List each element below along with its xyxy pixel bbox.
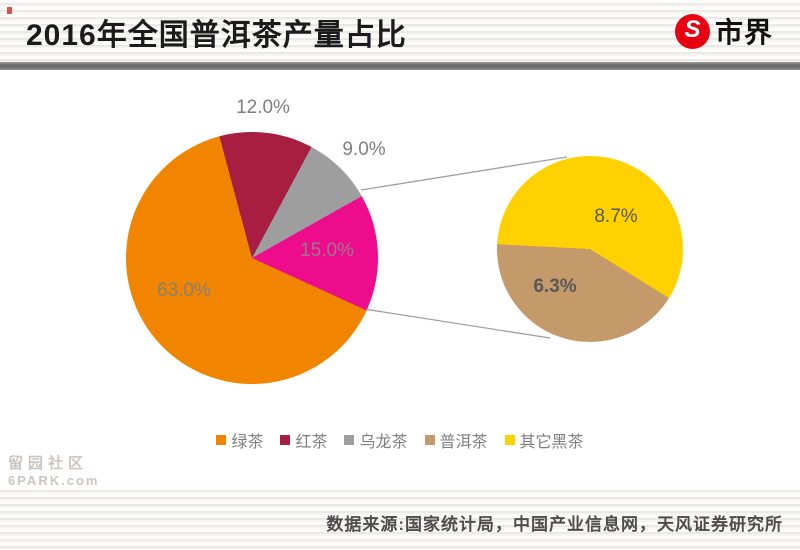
header-band	[0, 0, 800, 62]
chart-legend: 绿茶 红茶 乌龙茶 普洱茶 其它黑茶	[0, 428, 800, 452]
legend-label-lvcha: 绿茶	[231, 434, 264, 451]
legend-label-qita-heicha: 其它黑茶	[519, 434, 584, 451]
brand-logo-glyph: S	[684, 16, 701, 43]
watermark-line2: 6PARK.com	[8, 473, 100, 488]
legend-swatch-wulongcha	[344, 435, 355, 445]
label-qita-heicha: 8.7%	[594, 206, 638, 227]
legend-swatch-puercha	[424, 435, 435, 445]
label-wulongcha: 9.0%	[342, 139, 386, 160]
legend-item-puercha: 普洱茶	[424, 428, 488, 452]
label-puercha: 6.3%	[533, 276, 577, 297]
page-title: 2016年全国普洱茶产量占比	[26, 19, 407, 52]
data-source-note: 数据来源:国家统计局，中国产业信息网，天风证券研究所	[326, 515, 783, 534]
legend-item-hongcha: 红茶	[280, 428, 327, 452]
legend-swatch-qita-heicha	[504, 435, 515, 445]
breakout-pie	[497, 156, 683, 342]
main-pie	[126, 132, 378, 384]
watermark-line1: 留园社区	[8, 455, 89, 472]
label-hongcha: 12.0%	[236, 97, 290, 118]
brand-logo-text: 市界	[715, 17, 774, 48]
footer-band	[0, 487, 800, 550]
brand-logo-circle-icon: S	[675, 13, 710, 49]
watermark-speck	[7, 7, 12, 14]
legend-label-hongcha: 红茶	[295, 434, 328, 451]
label-lvcha: 63.0%	[157, 280, 211, 301]
legend-item-qita-heicha: 其它黑茶	[504, 428, 584, 452]
label-breakout-total: 15.0%	[300, 240, 354, 261]
legend-item-lvcha: 绿茶	[216, 428, 263, 452]
site-watermark: 留园社区 6PARK.com	[8, 455, 99, 489]
title-divider	[0, 62, 800, 70]
legend-swatch-lvcha	[216, 435, 227, 445]
legend-swatch-hongcha	[280, 435, 291, 445]
brand-logo: S 市界	[675, 11, 773, 51]
legend-label-puercha: 普洱茶	[439, 434, 488, 451]
legend-item-wulongcha: 乌龙茶	[344, 428, 408, 452]
legend-label-wulongcha: 乌龙茶	[359, 434, 408, 451]
